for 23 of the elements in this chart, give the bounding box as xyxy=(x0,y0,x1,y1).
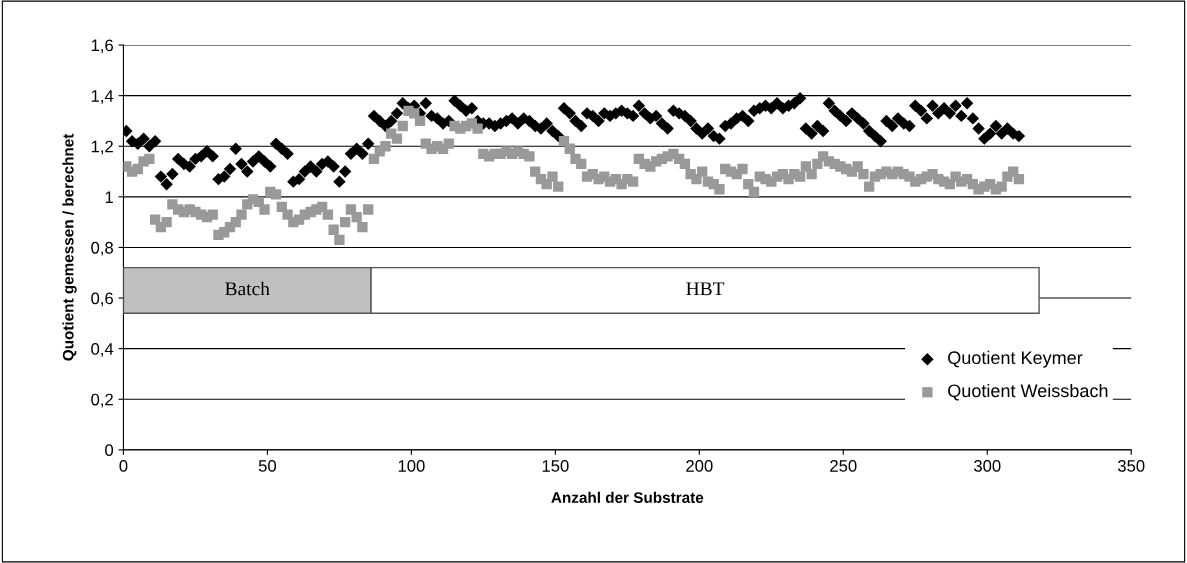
x-tick-label: 250 xyxy=(830,460,857,472)
y-tick-label: 0 xyxy=(105,444,114,457)
x-tick-label: 300 xyxy=(973,460,1001,472)
y-tick-label: 0,6 xyxy=(91,292,113,307)
x-tick-label: 0 xyxy=(119,460,128,472)
y-tick-label: 0,2 xyxy=(91,393,113,408)
legend-label: Quotient Weissbach xyxy=(948,383,1108,401)
x-tick-label: 150 xyxy=(542,460,569,472)
y-tick-label: 1,2 xyxy=(91,140,113,155)
y-tick-label: 0,4 xyxy=(91,343,114,357)
y-tick-label: 1 xyxy=(105,191,113,203)
band-label: Batch xyxy=(225,281,270,296)
x-tick-label: 100 xyxy=(398,460,425,472)
legend-label: Quotient Keymer xyxy=(948,350,1083,368)
band-label: HBT xyxy=(686,282,725,296)
x-tick-label: 50 xyxy=(258,460,277,472)
y-tick-label: 1,4 xyxy=(91,90,114,104)
y-tick-label: 1,6 xyxy=(91,39,113,54)
x-axis-title: Anzahl der Substrate xyxy=(551,491,704,503)
x-tick-label: 200 xyxy=(686,460,713,472)
x-tick-label: 350 xyxy=(1117,460,1145,472)
y-axis-title: Quotient gemessen / berechnet xyxy=(62,133,77,361)
y-tick-label: 0,8 xyxy=(91,241,113,256)
